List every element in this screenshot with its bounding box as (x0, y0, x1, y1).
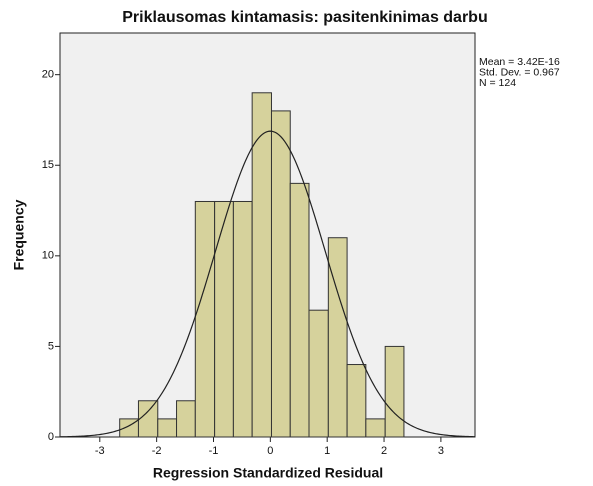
y-tick-label: 5 (48, 340, 54, 352)
bar (194, 200, 216, 438)
chart-title: Priklausomas kintamasis: pasitenkinimas … (122, 9, 487, 26)
x-axis-label: Regression Standardized Residual (153, 465, 383, 481)
y-axis-label: Frequency (11, 199, 27, 270)
bar (365, 418, 386, 438)
bar (157, 418, 178, 438)
stat-label: Mean = 3.42E-16 (479, 56, 560, 68)
y-tick-label: 10 (42, 250, 54, 262)
bar (251, 92, 272, 438)
x-tick-label: -3 (95, 445, 105, 457)
bar (327, 237, 348, 438)
stat-label: N = 124 (479, 77, 516, 89)
bar (308, 309, 329, 438)
bar (232, 200, 253, 438)
bar (384, 345, 405, 438)
y-tick-label: 0 (48, 431, 54, 443)
x-tick-label: -2 (152, 445, 162, 457)
y-tick-label: 20 (42, 69, 54, 81)
x-tick-label: 3 (438, 445, 444, 457)
bar (137, 400, 159, 438)
bar (176, 400, 196, 438)
bar (270, 110, 291, 438)
x-tick-label: -1 (209, 445, 219, 457)
x-tick-label: 2 (381, 445, 387, 457)
bar (214, 200, 234, 438)
x-tick-label: 0 (267, 445, 273, 457)
stat-label: Std. Dev. = 0.967 (479, 66, 560, 78)
x-tick-label: 1 (324, 445, 330, 457)
normal-curve (59, 130, 476, 438)
bar (346, 364, 367, 438)
y-tick-label: 15 (42, 159, 54, 171)
bar (289, 182, 310, 438)
